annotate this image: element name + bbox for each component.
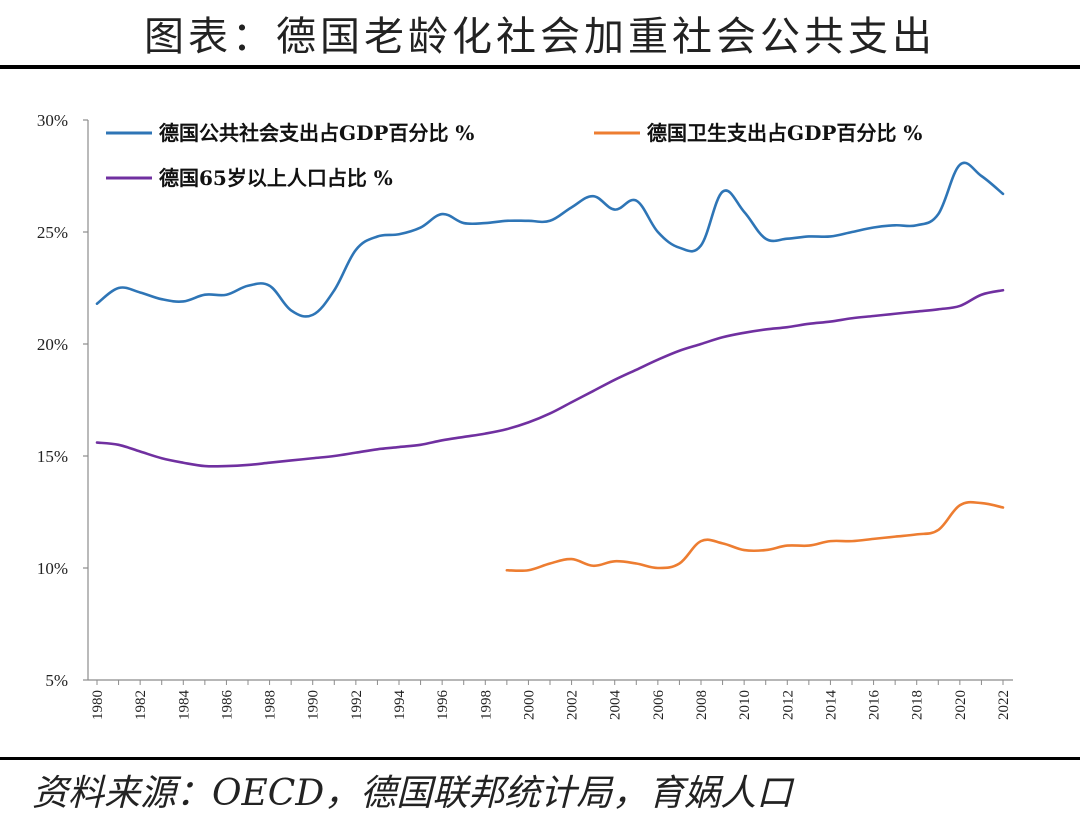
- x-tick-label: 2020: [953, 690, 969, 720]
- x-tick-label: 1990: [306, 690, 322, 720]
- x-tick-label: 2022: [996, 690, 1012, 720]
- x-tick-label: 1988: [263, 690, 279, 720]
- chart-series: [95, 161, 1005, 573]
- x-tick-label: 2000: [521, 690, 537, 720]
- x-tick-label: 2018: [910, 690, 926, 720]
- x-tick-label: 2012: [780, 690, 796, 720]
- y-tick-label: 25%: [37, 223, 68, 242]
- x-tick-label: 2016: [867, 690, 883, 721]
- x-tick-label: 1984: [176, 690, 192, 721]
- legend-label: 德国公共社会支出占GDP百分比 %: [159, 121, 474, 145]
- series-public-social-expenditure-line: [95, 161, 1005, 318]
- x-tick-label: 1994: [392, 690, 408, 721]
- x-tick-label: 1980: [90, 690, 106, 720]
- x-tick-label: 2002: [565, 690, 581, 720]
- source-note: 资料来源：OECD，德国联邦统计局，育娲人口: [32, 773, 793, 814]
- y-tick-label: 5%: [45, 671, 68, 690]
- x-tick-label: 2004: [608, 690, 624, 721]
- x-tick-label: 1982: [133, 690, 149, 720]
- chart-axes: 5% 10% 15% 20% 25% 30% 1980 1982 1984 1986 1988 199…: [37, 111, 1013, 720]
- y-tick-label: 20%: [37, 335, 68, 354]
- x-tick-label: 1996: [435, 690, 451, 721]
- chart-legend: 德国公共社会支出占GDP百分比 % 德国卫生支出占GDP百分比 % 德国65岁以上人…: [106, 121, 922, 190]
- legend-label: 德国65岁以上人口占比 %: [159, 166, 393, 190]
- x-tick-label: 1992: [349, 690, 365, 720]
- series-health-expenditure-line: [505, 500, 1005, 573]
- series-population-65-plus-line: [95, 288, 1005, 468]
- source-divider: [0, 757, 1080, 760]
- page-title: 图表：德国老龄化社会加重社会公共支出: [144, 14, 936, 60]
- x-tick-label: 2008: [694, 690, 710, 720]
- x-tick-label: 2006: [651, 690, 667, 721]
- x-tick-label: 2010: [737, 690, 753, 720]
- x-tick-label: 1998: [478, 690, 494, 720]
- x-tick-label: 1986: [219, 690, 235, 721]
- x-tick-label: 2014: [823, 690, 839, 721]
- title-divider: [0, 65, 1080, 69]
- y-tick-label: 10%: [37, 559, 68, 578]
- legend-label: 德国卫生支出占GDP百分比 %: [647, 121, 922, 145]
- y-tick-label: 15%: [37, 447, 68, 466]
- line-chart: 5% 10% 15% 20% 25% 30% 1980 1982 1984 1986 1988 199…: [37, 111, 1013, 720]
- y-tick-label: 30%: [37, 111, 68, 130]
